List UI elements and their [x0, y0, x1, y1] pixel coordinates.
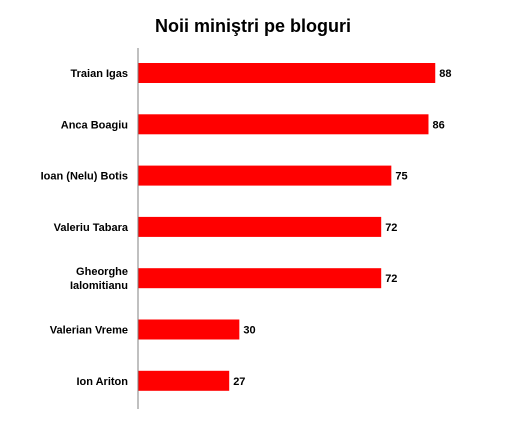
- bar-6: [138, 370, 230, 391]
- bar-3: [138, 216, 382, 237]
- data-label-3: 72: [385, 222, 397, 234]
- data-label-6: 27: [233, 376, 245, 388]
- data-label-1: 86: [432, 119, 444, 131]
- bar-4: [138, 268, 382, 289]
- bar-5: [138, 319, 240, 340]
- category-label-5: Valerian Vreme: [50, 325, 128, 337]
- bar-0: [138, 63, 436, 83]
- data-label-5: 30: [243, 325, 255, 337]
- chart-title: Noii miniştri pe bloguri: [154, 16, 351, 36]
- category-label-4: Gheorghe Ialomitianu: [70, 266, 128, 292]
- bar-2: [138, 165, 392, 186]
- category-label-3: Valeriu Tabara: [54, 222, 129, 234]
- category-label-2: Ioan (Nelu) Botis: [41, 171, 128, 183]
- bars-group: 88 Traian Igas 86 Anca Boagiu 75 Ioan (Nelu) …: [41, 63, 451, 391]
- category-label-0: Traian Igas: [71, 68, 128, 80]
- data-label-2: 75: [395, 171, 407, 183]
- category-label-6: Ion Ariton: [76, 376, 128, 388]
- data-label-4: 72: [385, 273, 397, 285]
- data-label-0: 88: [439, 68, 451, 80]
- category-label-1: Anca Boagiu: [61, 119, 128, 131]
- bar-1: [138, 114, 429, 135]
